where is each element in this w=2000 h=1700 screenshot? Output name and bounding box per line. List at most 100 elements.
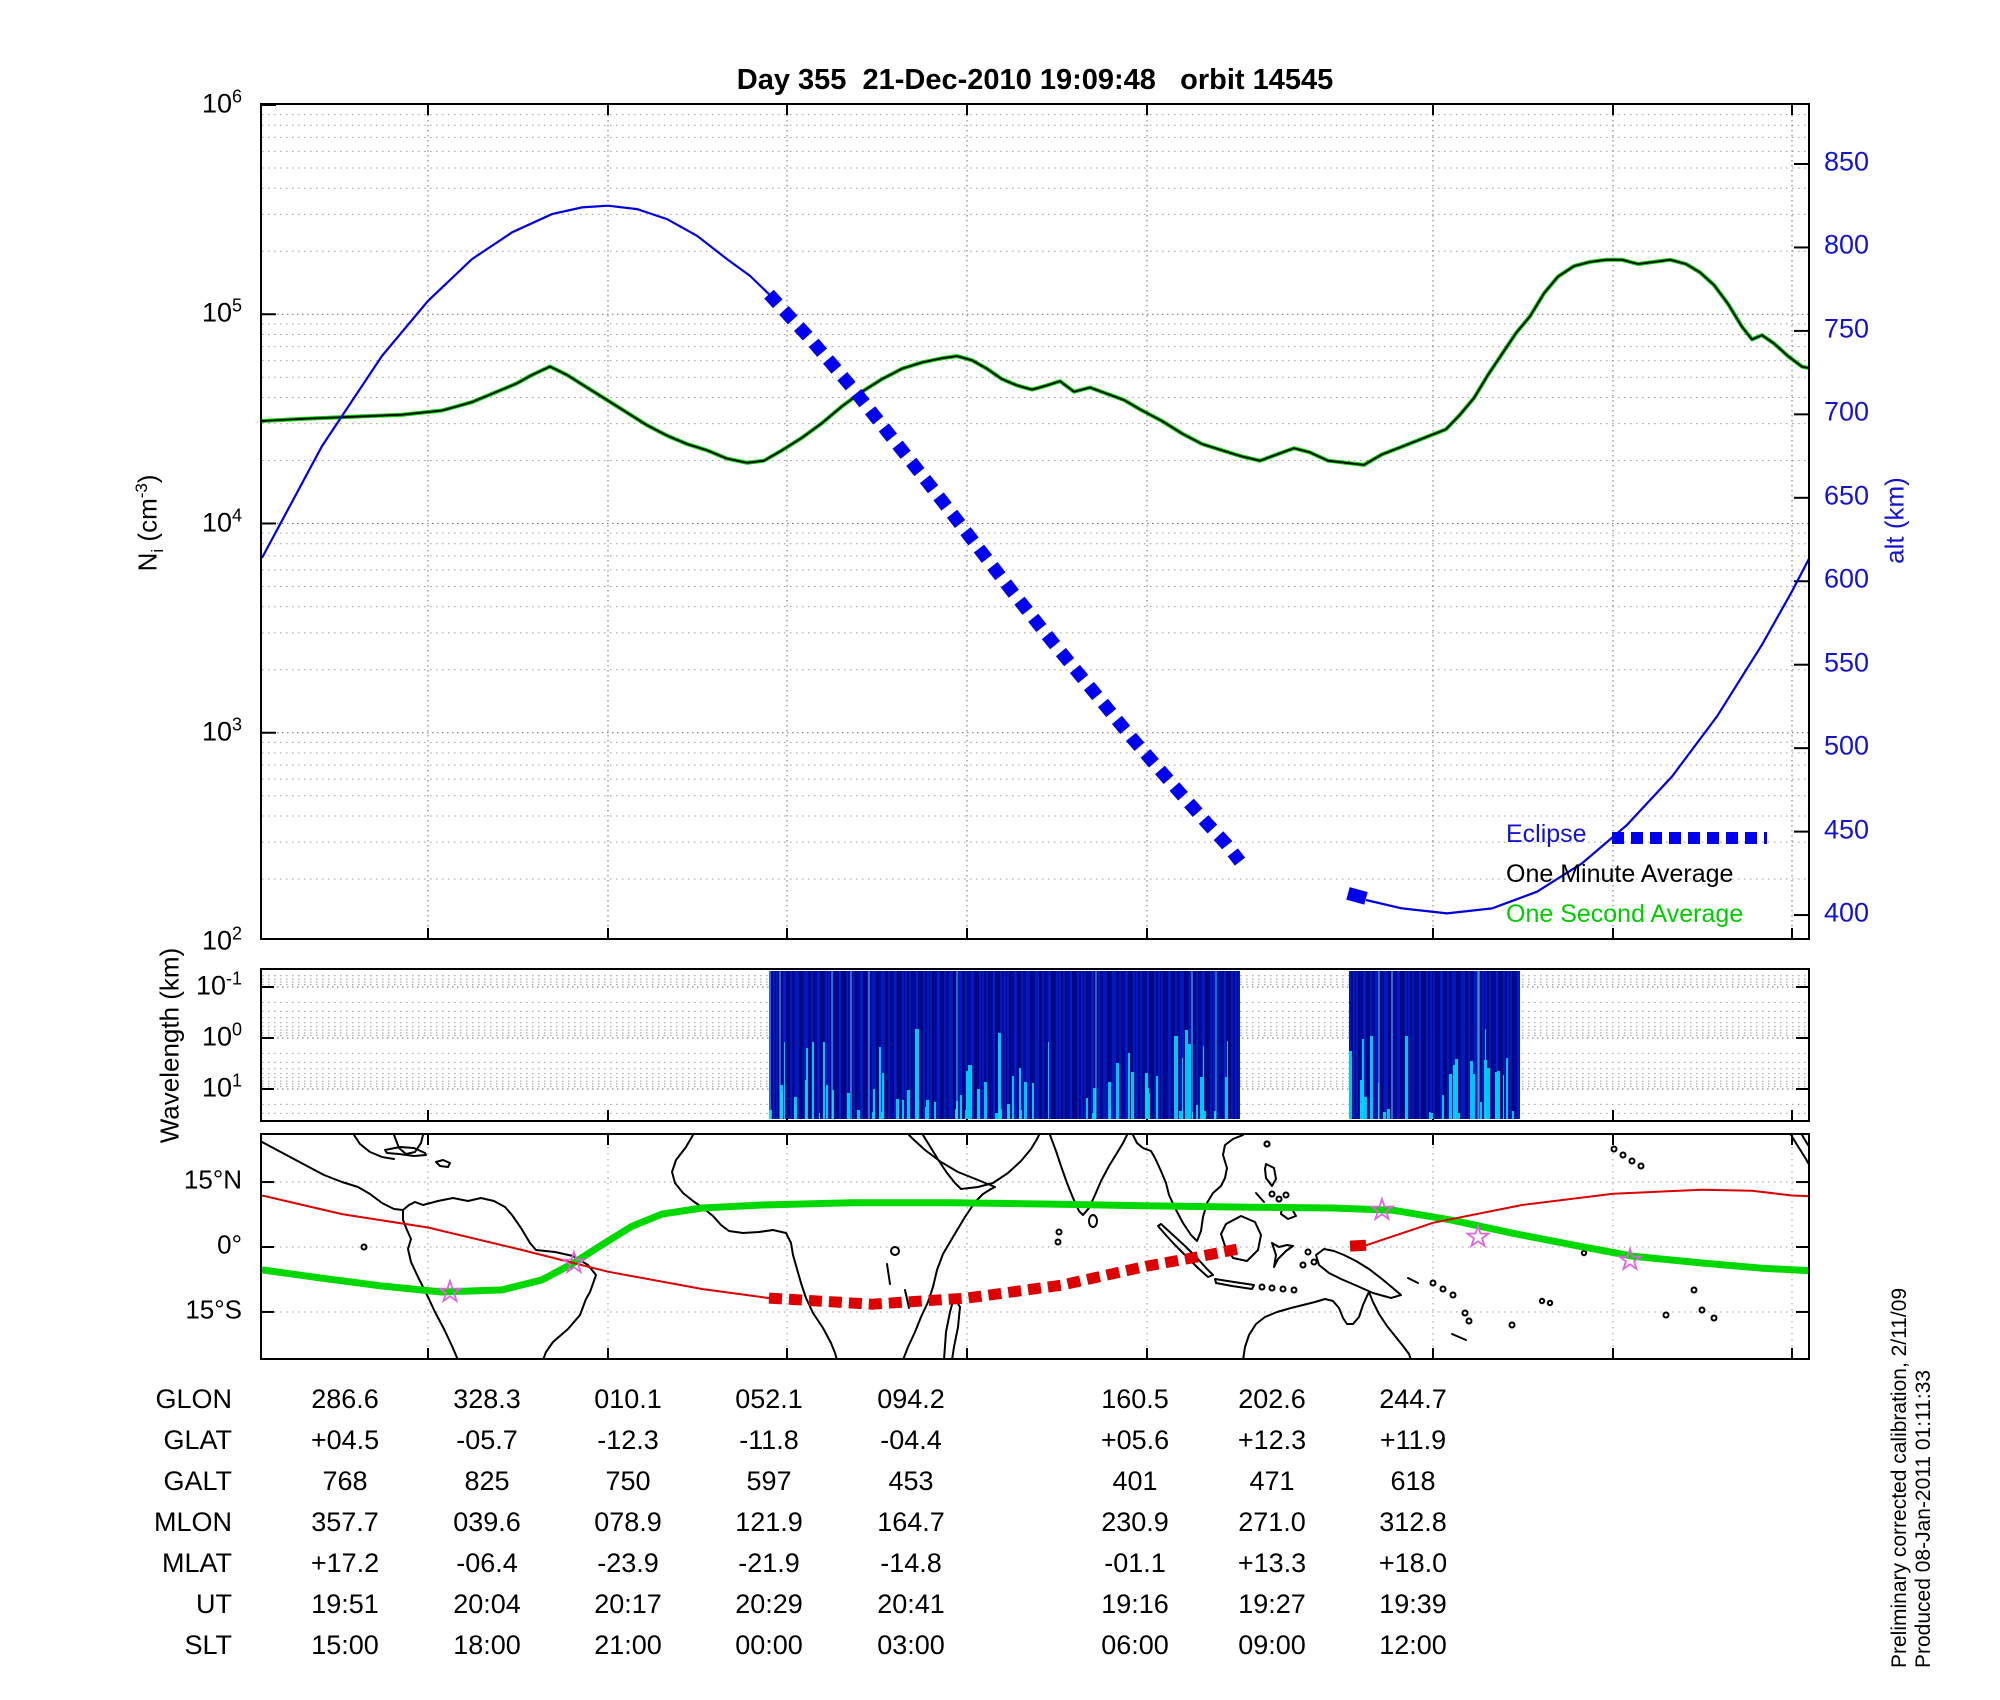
table-cell-SLT-5: 03:00 (877, 1630, 945, 1660)
cyan-streak (1032, 1083, 1034, 1119)
map-ytick-15°N: 15°N (183, 1164, 242, 1195)
cyan-streak (1179, 1111, 1183, 1119)
density-altitude-panel (260, 103, 1810, 940)
cyan-streak (984, 1082, 988, 1119)
wave-data-block-1 (769, 971, 1240, 1119)
table-cell-UT-1: 19:51 (311, 1589, 379, 1619)
cyan-streak (1451, 1113, 1453, 1119)
table-cell-GLON-8: 244.7 (1379, 1384, 1447, 1414)
table-cell-MLAT-4: -21.9 (738, 1548, 800, 1578)
table-cell-GLAT-8: +11.9 (1379, 1425, 1447, 1455)
table-row-label-MLAT: MLAT (161, 1548, 232, 1578)
cyan-streak (794, 1105, 796, 1119)
cyan-streak (879, 1047, 881, 1119)
density-ytick-1e2: 102 (201, 923, 242, 956)
cyan-streak (819, 1113, 821, 1119)
cyan-streak (805, 1080, 807, 1119)
event-star (1616, 1246, 1644, 1272)
axis-label-altitude: alt (km) (1879, 477, 1910, 564)
cyan-streak (1007, 1104, 1010, 1119)
density-ytick-1e3: 103 (201, 714, 242, 747)
table-cell-UT-7: 19:27 (1238, 1589, 1306, 1619)
cyan-streak (1495, 1072, 1497, 1119)
cyan-streak (1349, 1051, 1353, 1119)
cyan-streak (1048, 1042, 1050, 1119)
wave-data-block-2 (1349, 971, 1520, 1119)
event-star (560, 1249, 588, 1275)
bright-column (769, 971, 771, 1119)
cyan-streak (882, 1073, 884, 1119)
legend-one-minute-label: One Minute Average (1506, 860, 1734, 888)
cyan-streak (826, 1085, 828, 1119)
table-cell-UT-2: 20:04 (453, 1589, 521, 1619)
alt-ytick-700: 700 (1824, 396, 1870, 427)
cyan-streak (998, 1033, 1002, 1119)
table-cell-GLAT-5: -04.4 (880, 1425, 942, 1455)
cyan-streak (1387, 1109, 1390, 1119)
alt-ytick-850: 850 (1824, 146, 1870, 177)
map-ytick-15°S: 15°S (185, 1294, 242, 1325)
cyan-streak (925, 1107, 927, 1119)
cyan-streak (1149, 1093, 1151, 1119)
table-cell-SLT-1: 15:00 (311, 1630, 379, 1660)
magnetic-equator-curve (262, 1199, 1808, 1296)
table-cell-SLT-7: 09:00 (1238, 1630, 1306, 1660)
cyan-streak (1200, 1077, 1204, 1119)
cyan-streak (812, 1042, 814, 1119)
bright-column (956, 971, 958, 1119)
table-cell-GLON-4: 052.1 (735, 1384, 803, 1414)
bright-column (1477, 971, 1479, 1119)
altitude-curve-pre (262, 204, 770, 559)
cyan-streak (965, 1110, 967, 1119)
wave-ytick-1e0: 100 (201, 1019, 242, 1052)
table-cell-GLAT-2: -05.7 (456, 1425, 518, 1455)
table-cell-UT-5: 20:41 (877, 1589, 945, 1619)
cyan-streak (1019, 1068, 1021, 1119)
table-cell-GLON-2: 328.3 (453, 1384, 521, 1414)
wave-ytick-1e1: 101 (201, 1070, 242, 1103)
table-cell-GALT-8: 618 (1390, 1466, 1436, 1496)
alt-ytick-800: 800 (1824, 229, 1870, 260)
cyan-streak (1174, 1036, 1178, 1119)
cyan-streak (1378, 1083, 1380, 1119)
cyan-streak (902, 1100, 904, 1119)
density-ytick-1e4: 104 (201, 505, 242, 537)
cyan-streak (857, 1110, 860, 1119)
table-cell-MLON-1: 357.7 (311, 1507, 379, 1537)
cyan-streak (1370, 1036, 1374, 1119)
cyan-streak (1128, 1053, 1131, 1119)
cyan-streak (1225, 1077, 1228, 1119)
cyan-streak (1362, 1039, 1364, 1119)
cyan-streak (1449, 1074, 1452, 1119)
cyan-streak (1012, 1076, 1015, 1119)
cyan-streak (1497, 1071, 1500, 1119)
bright-column (1378, 971, 1380, 1119)
cyan-streak (823, 1042, 825, 1119)
cyan-streak (1485, 1029, 1486, 1119)
cyan-streak (1204, 1111, 1207, 1119)
table-cell-MLON-6: 230.9 (1101, 1507, 1169, 1537)
table-cell-GALT-6: 401 (1112, 1466, 1158, 1496)
cyan-streak (896, 1099, 899, 1119)
bright-column (1191, 971, 1193, 1119)
alt-ytick-650: 650 (1824, 480, 1870, 511)
cyan-streak (1512, 1111, 1514, 1119)
cyan-streak (1503, 1075, 1505, 1119)
table-row-label-GLAT: GLAT (163, 1425, 232, 1455)
table-cell-MLON-5: 164.7 (877, 1507, 945, 1537)
alt-ytick-550: 550 (1824, 647, 1870, 678)
table-cell-MLAT-1: +17.2 (310, 1548, 380, 1578)
table-cell-MLON-3: 078.9 (594, 1507, 662, 1537)
cyan-streak (971, 1065, 973, 1119)
cyan-streak (1487, 1068, 1490, 1119)
table-cell-GLON-6: 160.5 (1101, 1384, 1169, 1414)
map-grid (262, 1135, 1808, 1358)
table-cell-MLAT-2: -06.4 (456, 1548, 518, 1578)
cyan-streak (769, 1110, 772, 1119)
table-cell-GLAT-7: +12.3 (1237, 1425, 1307, 1455)
cyan-streak (1092, 1113, 1096, 1119)
bright-column (850, 971, 852, 1119)
table-cell-GALT-4: 597 (746, 1466, 792, 1496)
cyan-streak (907, 1090, 911, 1119)
density-ytick-1e5: 105 (201, 295, 242, 328)
